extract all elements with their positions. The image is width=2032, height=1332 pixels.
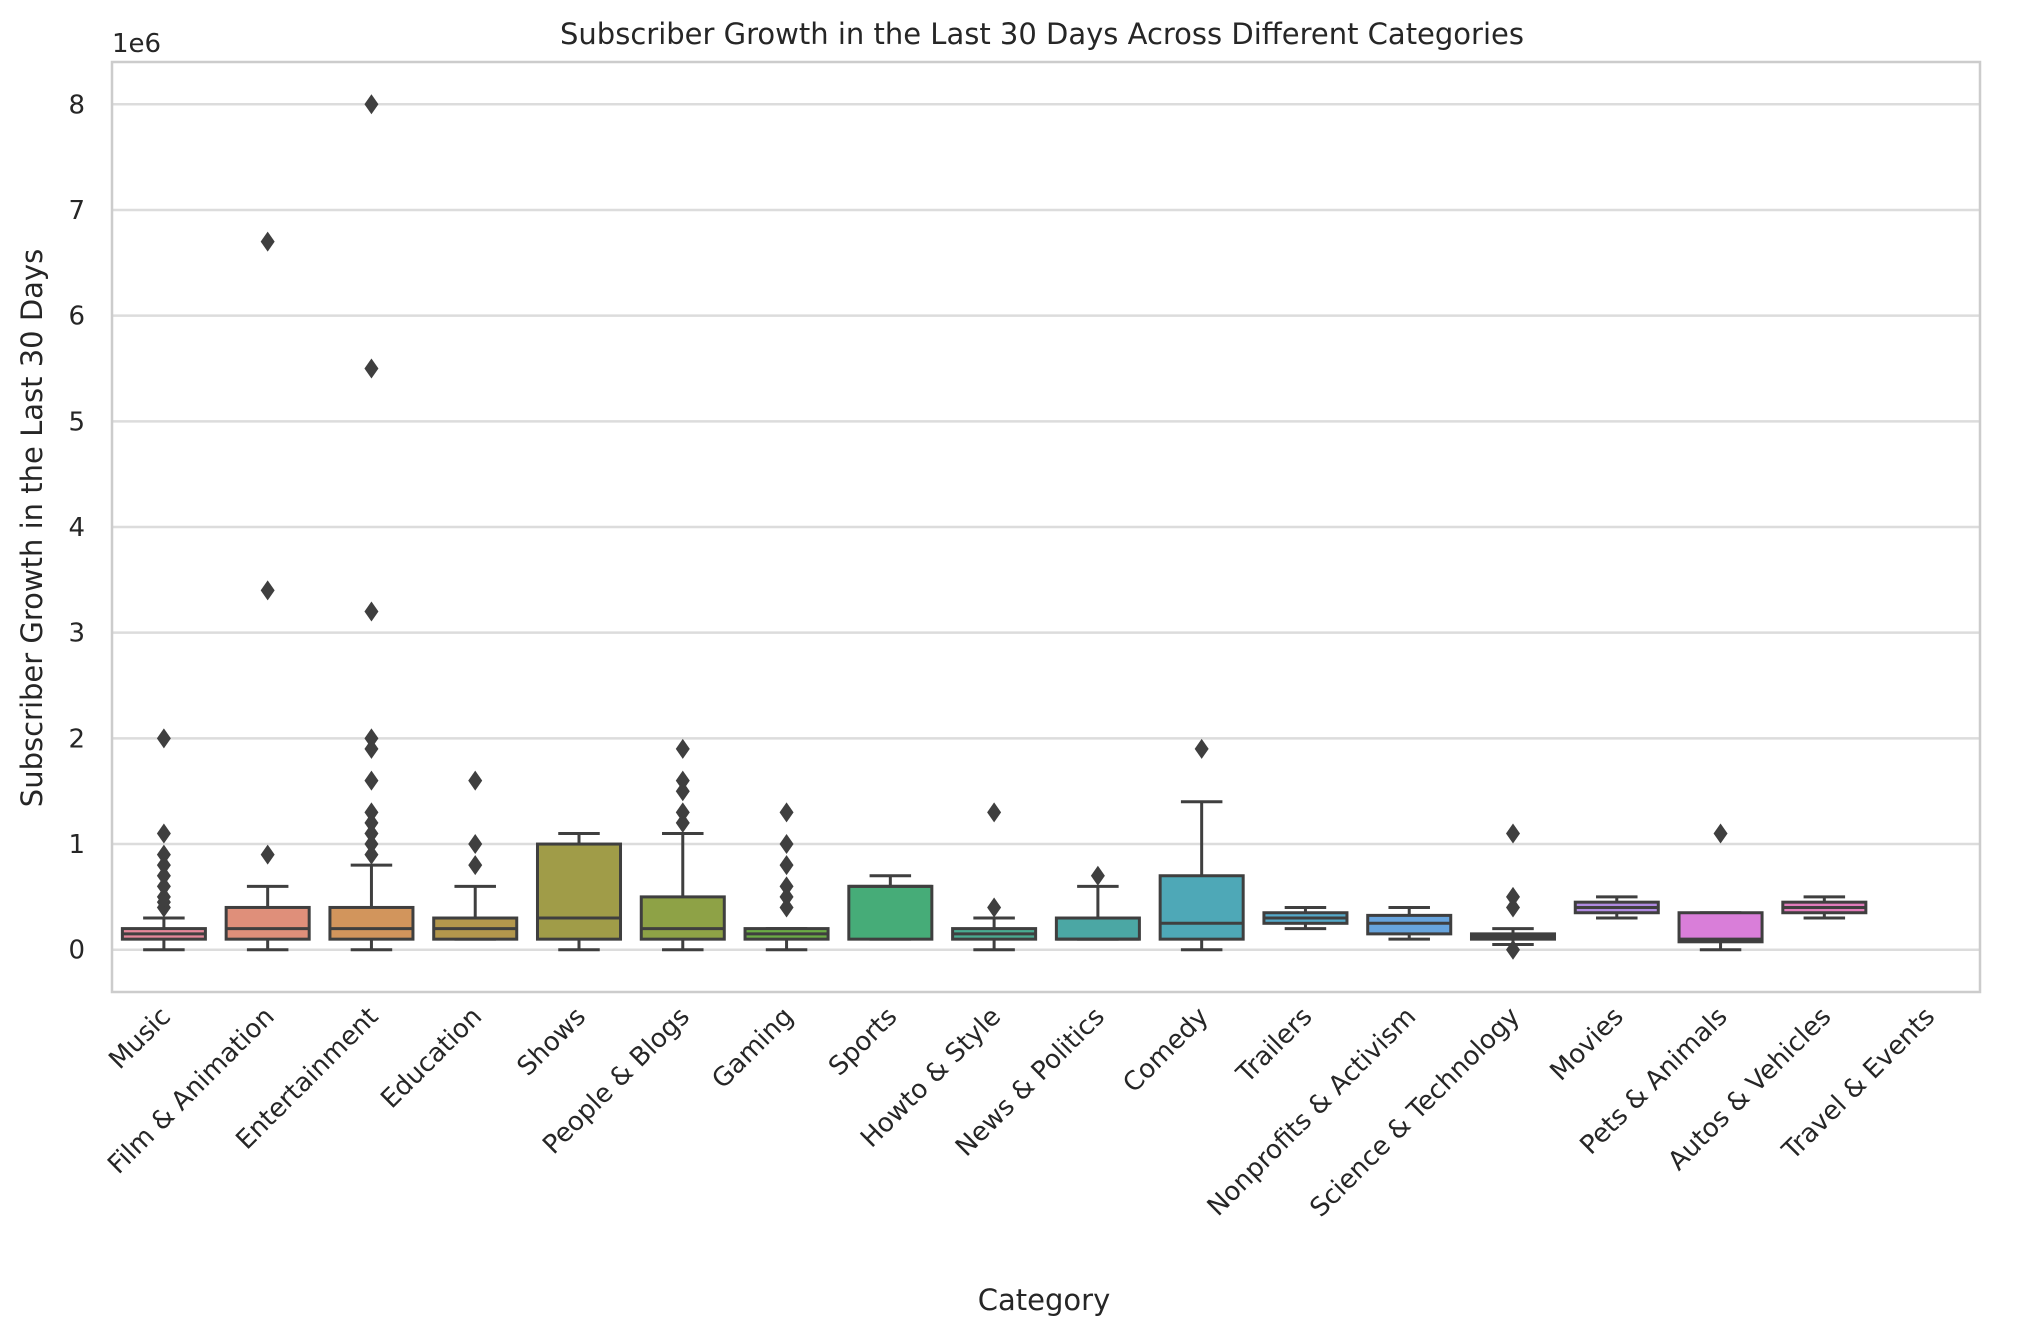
outlier-point — [779, 876, 794, 897]
y-tick-label: 8 — [68, 90, 85, 120]
box — [1054, 916, 1141, 941]
box-group — [639, 738, 726, 952]
box-group — [1366, 905, 1453, 941]
x-tick-label: Music — [103, 1002, 177, 1076]
outlier-point — [1090, 865, 1105, 886]
y-tick-label: 3 — [68, 619, 85, 649]
box-group — [535, 831, 623, 952]
outlier-point — [364, 94, 379, 115]
outlier-point — [1506, 939, 1520, 960]
outlier-point — [987, 897, 1002, 918]
outlier-point — [156, 876, 171, 897]
x-tick-label: Sports — [823, 1002, 903, 1082]
y-axis-ticks: 0 1 2 3 4 5 6 7 8 — [68, 90, 85, 965]
box — [639, 895, 726, 941]
box-group — [1469, 823, 1557, 960]
box-group — [328, 94, 415, 952]
outlier-point — [987, 802, 1002, 823]
outlier-point — [364, 834, 379, 855]
y-tick-label: 5 — [68, 407, 85, 437]
outlier-point — [675, 802, 690, 823]
outlier-point — [156, 823, 171, 844]
outlier-point — [675, 781, 690, 802]
y-tick-label: 1 — [68, 830, 85, 860]
box-group — [743, 802, 830, 952]
x-tick-label: Comedy — [1118, 1002, 1215, 1099]
x-tick-label: Shows — [512, 1002, 592, 1082]
x-tick-label: Trailers — [1230, 1002, 1318, 1090]
outlier-point — [1713, 823, 1728, 844]
outlier-point — [156, 886, 171, 907]
box — [1677, 911, 1764, 944]
y-tick-label: 4 — [68, 513, 85, 543]
outlier-point — [364, 802, 379, 823]
outlier-point — [675, 770, 690, 791]
outlier-point — [364, 601, 379, 622]
outlier-point — [156, 865, 171, 886]
y-axis-title: Subscriber Growth in the Last 30 Days — [15, 249, 49, 807]
outlier-point — [779, 834, 794, 855]
outlier-point — [1506, 886, 1520, 907]
outlier-point — [364, 844, 379, 865]
chart-title: Subscriber Growth in the Last 30 Days Ac… — [560, 17, 1524, 51]
outlier-point — [779, 855, 794, 876]
box-group — [1677, 823, 1764, 952]
gridlines — [112, 103, 1980, 951]
outlier-point — [468, 834, 483, 855]
box-group — [1054, 865, 1141, 941]
box-group — [847, 874, 934, 941]
outlier-point — [675, 738, 690, 759]
outlier-point — [260, 844, 275, 865]
box-group — [1158, 738, 1245, 952]
outlier-point — [364, 738, 379, 759]
box — [847, 884, 934, 941]
outlier-point — [156, 855, 171, 876]
outlier-point — [1194, 738, 1209, 759]
y-tick-label: 6 — [68, 302, 85, 332]
box-group — [120, 728, 207, 952]
y-tick-label: 2 — [68, 724, 85, 754]
outlier-point — [364, 823, 379, 844]
outlier-point — [260, 231, 275, 252]
box-group — [432, 770, 519, 941]
box — [328, 905, 415, 941]
outlier-point — [1506, 823, 1520, 844]
outlier-point — [156, 844, 171, 865]
y-tick-label: 7 — [68, 196, 85, 226]
x-tick-label: Gaming — [706, 1002, 799, 1095]
box-group — [951, 802, 1038, 952]
box — [224, 905, 311, 941]
outlier-point — [468, 770, 483, 791]
outlier-point — [779, 897, 794, 918]
outlier-point — [364, 812, 379, 833]
box-group — [1573, 895, 1660, 920]
x-tick-label: Science & Technology — [1304, 1002, 1525, 1223]
box — [535, 842, 623, 941]
box — [1158, 874, 1245, 941]
plot-frame — [110, 60, 1982, 994]
box-group — [1781, 895, 1868, 920]
y-axis-offset-label: 1e6 — [112, 29, 161, 59]
outlier-point — [364, 728, 379, 749]
outlier-point — [156, 728, 171, 749]
outlier-point — [779, 886, 794, 907]
outlier-point — [675, 812, 690, 833]
y-tick-label: 0 — [68, 936, 85, 966]
outlier-point — [364, 770, 379, 791]
x-tick-label: Nonprofits & Activism — [1202, 1002, 1422, 1222]
outlier-point — [779, 802, 794, 823]
outlier-point — [1506, 897, 1520, 918]
outlier-point — [364, 358, 379, 379]
plot-area — [120, 94, 1868, 960]
box-group — [1262, 905, 1349, 931]
x-tick-label: Movies — [1545, 1002, 1630, 1087]
box-group — [224, 231, 311, 952]
x-tick-label: Education — [375, 1002, 488, 1115]
x-axis-title: Category — [978, 1283, 1110, 1317]
outlier-point — [468, 855, 483, 876]
outlier-point — [260, 580, 275, 601]
